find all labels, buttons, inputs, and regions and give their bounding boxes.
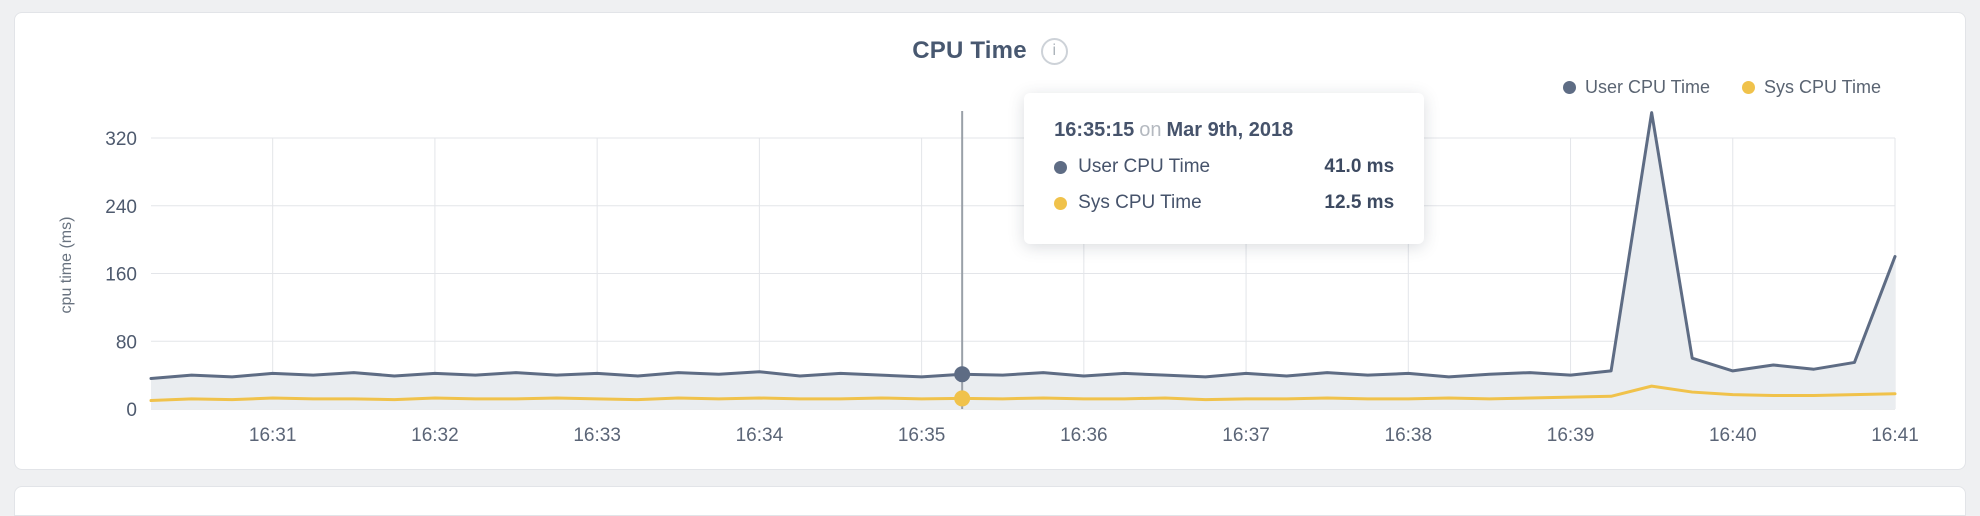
chart-header: CPU Time i (15, 37, 1965, 65)
tooltip-user-value: 41.0 ms (1324, 156, 1395, 177)
tooltip-sys-label: Sys CPU Time (1078, 192, 1202, 213)
y-tick-label: 160 (105, 265, 137, 286)
y-tick-label: 0 (126, 400, 137, 421)
tooltip-time: 16:35:15 (1054, 119, 1135, 141)
legend-label-user: User CPU Time (1584, 77, 1710, 97)
cpu-time-chart[interactable]: 0 80 160 240 320 16:31 16:32 16:33 16:34 16:35 16:… (15, 13, 1967, 471)
x-tick-label: 16:40 (1709, 425, 1757, 446)
tooltip-date: Mar 9th, 2018 (1166, 119, 1294, 141)
x-tick-label: 16:37 (1222, 425, 1270, 446)
sys-cpu-line (149, 384, 1897, 403)
tooltip-header: 16:35:15 on Mar 9th, 2018 (1054, 119, 1394, 142)
y-axis-title: cpu time (ms) (58, 216, 75, 314)
chart-title: CPU Time (912, 37, 1027, 64)
tooltip-sys-value: 12.5 ms (1324, 192, 1395, 213)
x-tick-label: 16:38 (1385, 425, 1433, 446)
x-tick-label: 16:41 (1871, 425, 1919, 446)
x-tick-label: 16:33 (573, 425, 621, 446)
y-tick-label: 320 (105, 129, 137, 150)
x-tick-label: 16:36 (1060, 425, 1108, 446)
next-card-stub (14, 486, 1966, 516)
user-hover-point (954, 366, 971, 383)
x-tick-label: 16:39 (1547, 425, 1595, 446)
cpu-time-chart-card: CPU Time i User CPU Time Sys CPU Time 0 8… (14, 12, 1966, 470)
user-cpu-line (149, 111, 1897, 381)
x-tick-label: 16:32 (411, 425, 459, 446)
x-tick-label: 16:34 (736, 425, 784, 446)
legend: User CPU Time Sys CPU Time (1562, 77, 1881, 98)
sys-series-dot-icon (1741, 81, 1755, 94)
tooltip-row-user: User CPU Time 41.0 ms (1054, 156, 1394, 178)
sys-hover-point (954, 390, 971, 407)
tooltip-user-label: User CPU Time (1078, 156, 1211, 177)
info-icon[interactable]: i (1040, 37, 1068, 65)
legend-item-sys-cpu-time[interactable]: Sys CPU Time (1741, 77, 1881, 98)
user-series-dot-icon (1562, 81, 1576, 94)
tooltip-row-sys: Sys CPU Time 12.5 ms (1054, 192, 1394, 214)
legend-item-user-cpu-time[interactable]: User CPU Time (1562, 77, 1710, 98)
user-cpu-area (151, 112, 1895, 409)
legend-label-sys: Sys CPU Time (1763, 77, 1881, 97)
sys-series-dot-icon (1054, 196, 1068, 210)
chart-tooltip: 16:35:15 on Mar 9th, 2018 User CPU Time 41… (1024, 93, 1425, 244)
y-tick-label: 80 (116, 332, 137, 353)
tooltip-separator: on (1139, 119, 1162, 141)
y-tick-label: 240 (105, 197, 137, 218)
x-tick-label: 16:35 (898, 425, 946, 446)
x-tick-label: 16:31 (249, 425, 297, 446)
user-series-dot-icon (1054, 160, 1068, 174)
